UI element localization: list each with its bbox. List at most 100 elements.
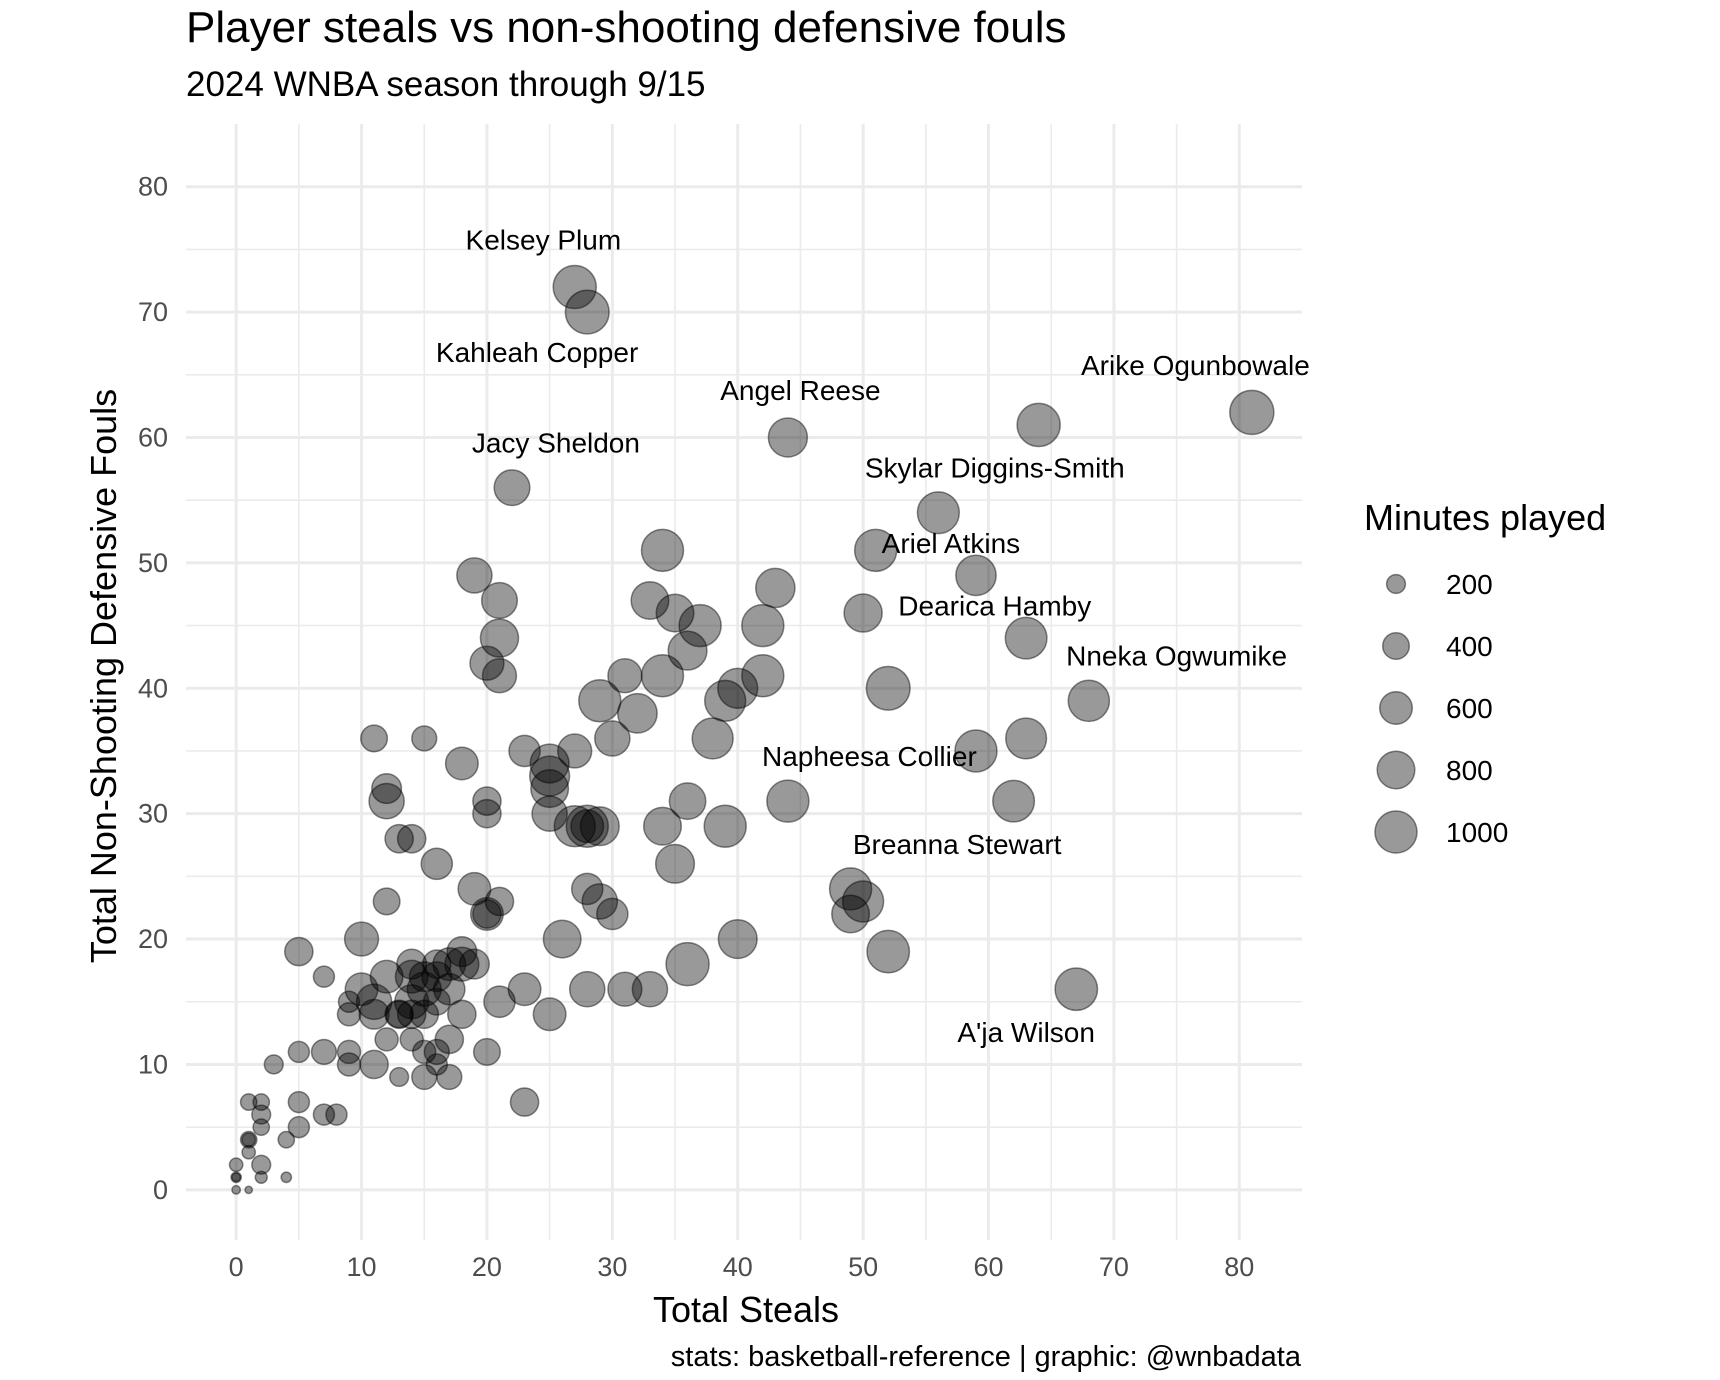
y-tick-label: 40: [138, 673, 168, 703]
player-label: Breanna Stewart: [853, 829, 1062, 860]
data-point: [530, 769, 570, 809]
data-point: [336, 1052, 362, 1077]
data-point: [421, 961, 453, 993]
legend-key-label: 1000: [1446, 817, 1508, 848]
data-point: [359, 1049, 389, 1080]
data-point: [421, 949, 452, 979]
legend-key-label: 800: [1446, 755, 1493, 786]
player-label: Nneka Ogwumike: [1066, 641, 1287, 672]
data-point: [422, 987, 451, 1016]
legend-key-label: 600: [1446, 693, 1493, 724]
x-tick-label: 80: [1224, 1252, 1254, 1282]
data-point: [552, 264, 597, 310]
data-point: [469, 645, 505, 681]
legend-key-circle: [1374, 810, 1418, 854]
data-point: [385, 1000, 414, 1029]
data-point: [411, 1063, 438, 1091]
data-point: [1005, 717, 1048, 760]
data-point: [244, 1185, 254, 1195]
data-point: [954, 729, 998, 773]
data-point: [343, 921, 380, 957]
data-point: [241, 1144, 257, 1160]
data-point: [831, 894, 871, 934]
data-point: [866, 929, 911, 974]
data-point: [992, 779, 1036, 823]
data-point: [766, 779, 810, 823]
data-point: [594, 720, 631, 757]
data-point: [384, 823, 415, 854]
data-point: [570, 809, 605, 844]
data-point: [640, 528, 685, 573]
data-point: [507, 972, 542, 1007]
data-point: [916, 491, 960, 535]
data-point: [358, 998, 390, 1030]
data-point: [616, 692, 658, 734]
data-point: [579, 806, 620, 847]
y-tick-label: 70: [138, 297, 168, 327]
x-axis-title: Total Steals: [653, 1289, 839, 1330]
data-point: [406, 971, 442, 1007]
data-point: [254, 1170, 268, 1184]
y-tick-label: 30: [138, 799, 168, 829]
data-point: [607, 971, 643, 1007]
data-point: [472, 798, 502, 829]
data-point: [654, 843, 696, 884]
data-point: [252, 1118, 271, 1137]
y-axis-title: Total Non-Shooting Defensive Fouls: [83, 389, 124, 963]
size-legend: Minutes played 200 400 600 800 1000: [1364, 497, 1606, 854]
data-point: [479, 618, 520, 658]
data-point: [472, 786, 502, 816]
data-point: [389, 1066, 410, 1088]
data-point: [528, 755, 571, 797]
player-label: Dearica Hamby: [898, 591, 1091, 622]
data-point: [1229, 389, 1275, 436]
data-point: [1067, 679, 1111, 723]
legend-key-label: 400: [1446, 631, 1493, 662]
data-point: [444, 946, 480, 982]
data-point: [355, 983, 393, 1021]
x-tick-label: 0: [229, 1252, 244, 1282]
data-point: [483, 985, 516, 1019]
data-point: [287, 1115, 311, 1139]
data-point: [509, 1087, 540, 1117]
x-tick-label: 40: [723, 1252, 753, 1282]
data-point: [1054, 967, 1099, 1012]
data-point: [456, 557, 493, 594]
x-tick-label: 60: [973, 1252, 1003, 1282]
data-point: [312, 965, 336, 988]
data-point: [287, 1040, 311, 1064]
data-point: [411, 725, 438, 752]
data-point: [469, 896, 504, 931]
legend-title: Minutes played: [1364, 497, 1606, 538]
data-point: [230, 1171, 243, 1184]
x-tick-label: 70: [1099, 1252, 1129, 1282]
legend-key-circle: [1378, 690, 1414, 726]
chart-title: Player steals vs non-shooting defensive …: [186, 3, 1067, 52]
data-point: [239, 1130, 258, 1149]
data-point: [446, 935, 478, 968]
data-point: [841, 880, 885, 923]
player-label: Arike Ogunbowale: [1081, 350, 1310, 381]
data-point: [853, 528, 898, 573]
x-tick-label: 20: [472, 1252, 502, 1282]
data-point: [337, 990, 361, 1014]
data-point: [1016, 402, 1061, 448]
data-point: [425, 1053, 449, 1076]
data-point: [508, 734, 541, 768]
data-point: [371, 772, 403, 805]
grid: [186, 124, 1302, 1240]
legend-key-circle: [1381, 631, 1411, 661]
data-point: [325, 1103, 348, 1126]
data-point: [703, 804, 747, 848]
data-point: [655, 593, 695, 633]
data-point: [284, 936, 314, 967]
data-point: [444, 746, 479, 781]
data-point: [409, 999, 440, 1030]
data-point: [484, 886, 515, 917]
caption: stats: basketball-reference | graphic: @…: [670, 1341, 1301, 1373]
data-point: [396, 999, 427, 1030]
data-point: [565, 804, 610, 848]
data-point: [578, 679, 622, 723]
data-point: [251, 1154, 272, 1175]
